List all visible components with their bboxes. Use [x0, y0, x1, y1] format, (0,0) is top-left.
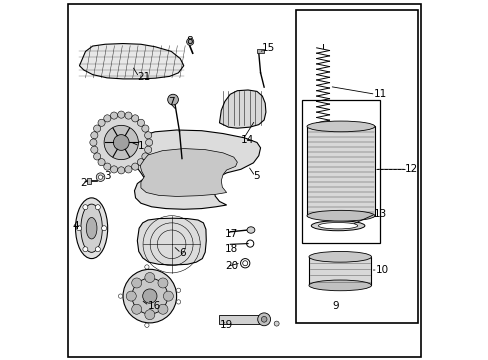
Circle shape — [144, 310, 155, 320]
Circle shape — [126, 291, 136, 301]
Polygon shape — [80, 44, 183, 79]
Text: 9: 9 — [331, 301, 338, 311]
Circle shape — [142, 289, 157, 303]
Circle shape — [98, 175, 102, 179]
Text: 4: 4 — [72, 221, 79, 231]
Circle shape — [96, 173, 104, 181]
Circle shape — [118, 111, 124, 118]
Ellipse shape — [318, 222, 357, 229]
Text: 13: 13 — [373, 209, 386, 219]
Text: 10: 10 — [375, 265, 388, 275]
Circle shape — [274, 321, 279, 326]
Circle shape — [93, 125, 101, 132]
Polygon shape — [124, 130, 260, 209]
Ellipse shape — [308, 251, 371, 262]
Text: 17: 17 — [224, 229, 238, 239]
Circle shape — [163, 291, 173, 301]
Bar — [301, 100, 380, 243]
Bar — [296, 10, 417, 323]
Text: 11: 11 — [373, 89, 386, 99]
Circle shape — [144, 265, 149, 269]
Text: 12: 12 — [405, 164, 418, 174]
Text: 8: 8 — [186, 36, 193, 46]
Circle shape — [124, 112, 132, 119]
Circle shape — [91, 146, 98, 153]
Text: 6: 6 — [179, 248, 186, 258]
Ellipse shape — [75, 198, 107, 258]
Polygon shape — [137, 218, 206, 265]
Polygon shape — [219, 90, 265, 128]
Text: 3: 3 — [104, 171, 111, 181]
Ellipse shape — [86, 217, 97, 239]
Text: 21: 21 — [137, 72, 150, 82]
Circle shape — [142, 125, 149, 132]
Circle shape — [103, 115, 111, 122]
Circle shape — [132, 278, 167, 314]
Circle shape — [142, 153, 149, 160]
Circle shape — [110, 166, 118, 173]
Circle shape — [123, 269, 176, 323]
Polygon shape — [140, 149, 237, 197]
Circle shape — [186, 38, 193, 45]
Circle shape — [176, 288, 181, 292]
Circle shape — [102, 226, 106, 231]
Circle shape — [118, 294, 122, 298]
Circle shape — [82, 205, 88, 210]
Ellipse shape — [308, 280, 371, 291]
Circle shape — [124, 166, 132, 173]
Ellipse shape — [306, 210, 374, 221]
Text: 18: 18 — [224, 244, 238, 253]
Circle shape — [90, 139, 97, 146]
Circle shape — [95, 247, 100, 252]
Ellipse shape — [81, 204, 102, 252]
Ellipse shape — [306, 121, 374, 132]
Circle shape — [82, 247, 88, 252]
Text: 19: 19 — [220, 320, 233, 330]
Bar — [306, 126, 374, 216]
Circle shape — [98, 159, 105, 166]
Circle shape — [144, 146, 151, 153]
Text: 14: 14 — [241, 135, 254, 145]
Circle shape — [131, 163, 139, 170]
Bar — [308, 257, 370, 285]
Circle shape — [77, 226, 81, 231]
Circle shape — [145, 139, 152, 146]
Circle shape — [257, 313, 270, 326]
Text: 1: 1 — [138, 141, 144, 151]
Ellipse shape — [246, 227, 254, 233]
Text: 2: 2 — [80, 177, 87, 188]
Circle shape — [93, 153, 101, 160]
Circle shape — [103, 163, 111, 170]
Bar — [86, 178, 91, 184]
Circle shape — [176, 300, 181, 304]
Circle shape — [144, 323, 149, 327]
Circle shape — [167, 94, 178, 105]
Circle shape — [131, 304, 142, 314]
Text: 5: 5 — [253, 171, 260, 181]
Ellipse shape — [311, 221, 364, 231]
Circle shape — [137, 119, 144, 126]
Text: 7: 7 — [167, 97, 174, 107]
Circle shape — [118, 167, 124, 174]
Circle shape — [131, 278, 142, 288]
Circle shape — [98, 119, 105, 126]
Circle shape — [158, 278, 168, 288]
Text: 16: 16 — [147, 301, 160, 311]
Circle shape — [104, 125, 138, 159]
Circle shape — [93, 114, 149, 170]
Bar — [257, 49, 264, 53]
Bar — [219, 315, 258, 324]
Circle shape — [113, 135, 129, 150]
Circle shape — [261, 316, 266, 322]
Circle shape — [144, 273, 155, 283]
Circle shape — [91, 132, 98, 139]
Circle shape — [131, 115, 139, 122]
Circle shape — [95, 205, 100, 210]
Text: 15: 15 — [261, 43, 274, 53]
Circle shape — [158, 304, 168, 314]
Text: 20: 20 — [224, 261, 238, 271]
Circle shape — [144, 132, 151, 139]
Circle shape — [137, 159, 144, 166]
Circle shape — [110, 112, 118, 119]
